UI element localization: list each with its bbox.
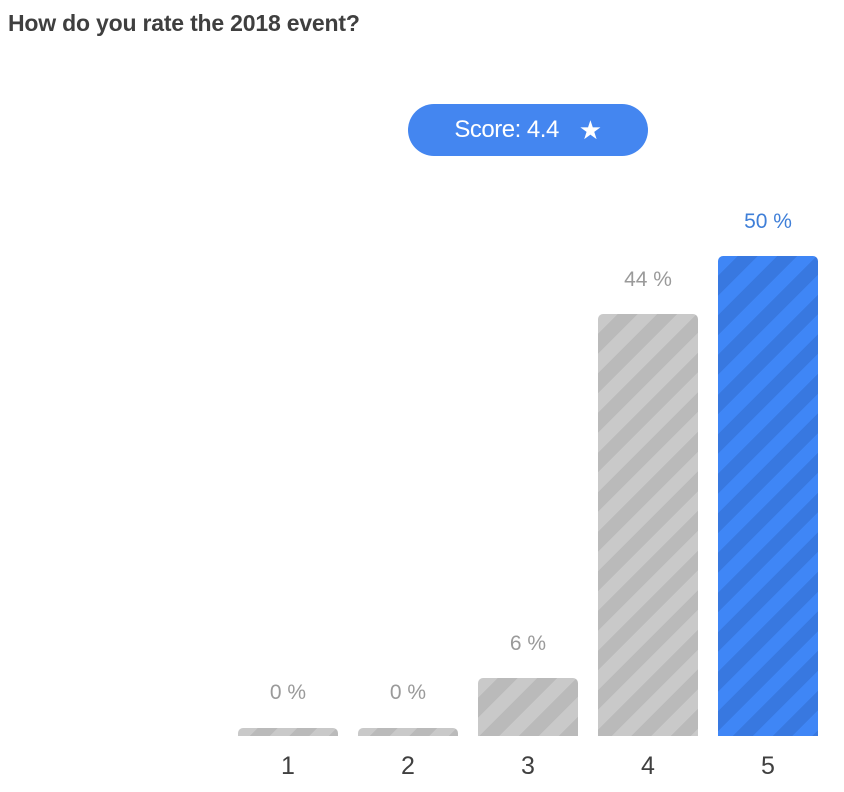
score-badge: Score: 4.4 ★ — [408, 104, 648, 156]
category-label: 3 — [521, 752, 535, 780]
score-label: Score: 4.4 — [454, 116, 559, 143]
category-label: 1 — [281, 752, 295, 780]
question-title: How do you rate the 2018 event? — [8, 10, 360, 36]
star-icon: ★ — [578, 114, 602, 145]
bar-value-label-highlighted: 50 % — [744, 210, 792, 233]
bar-rating-3 — [478, 678, 578, 736]
bar-rating-5-highlighted — [718, 256, 818, 736]
category-label: 5 — [761, 752, 775, 780]
bar-value-label: 0 % — [269, 681, 307, 704]
bar-value-label: 6 % — [509, 632, 547, 655]
bar-rating-1 — [238, 728, 338, 736]
bar-value-label: 44 % — [624, 268, 672, 291]
bar-rating-2 — [358, 728, 458, 736]
bar-value-label: 0 % — [389, 681, 427, 704]
bar-rating-4 — [598, 314, 698, 736]
category-label: 2 — [401, 752, 415, 780]
category-label: 4 — [641, 752, 655, 780]
